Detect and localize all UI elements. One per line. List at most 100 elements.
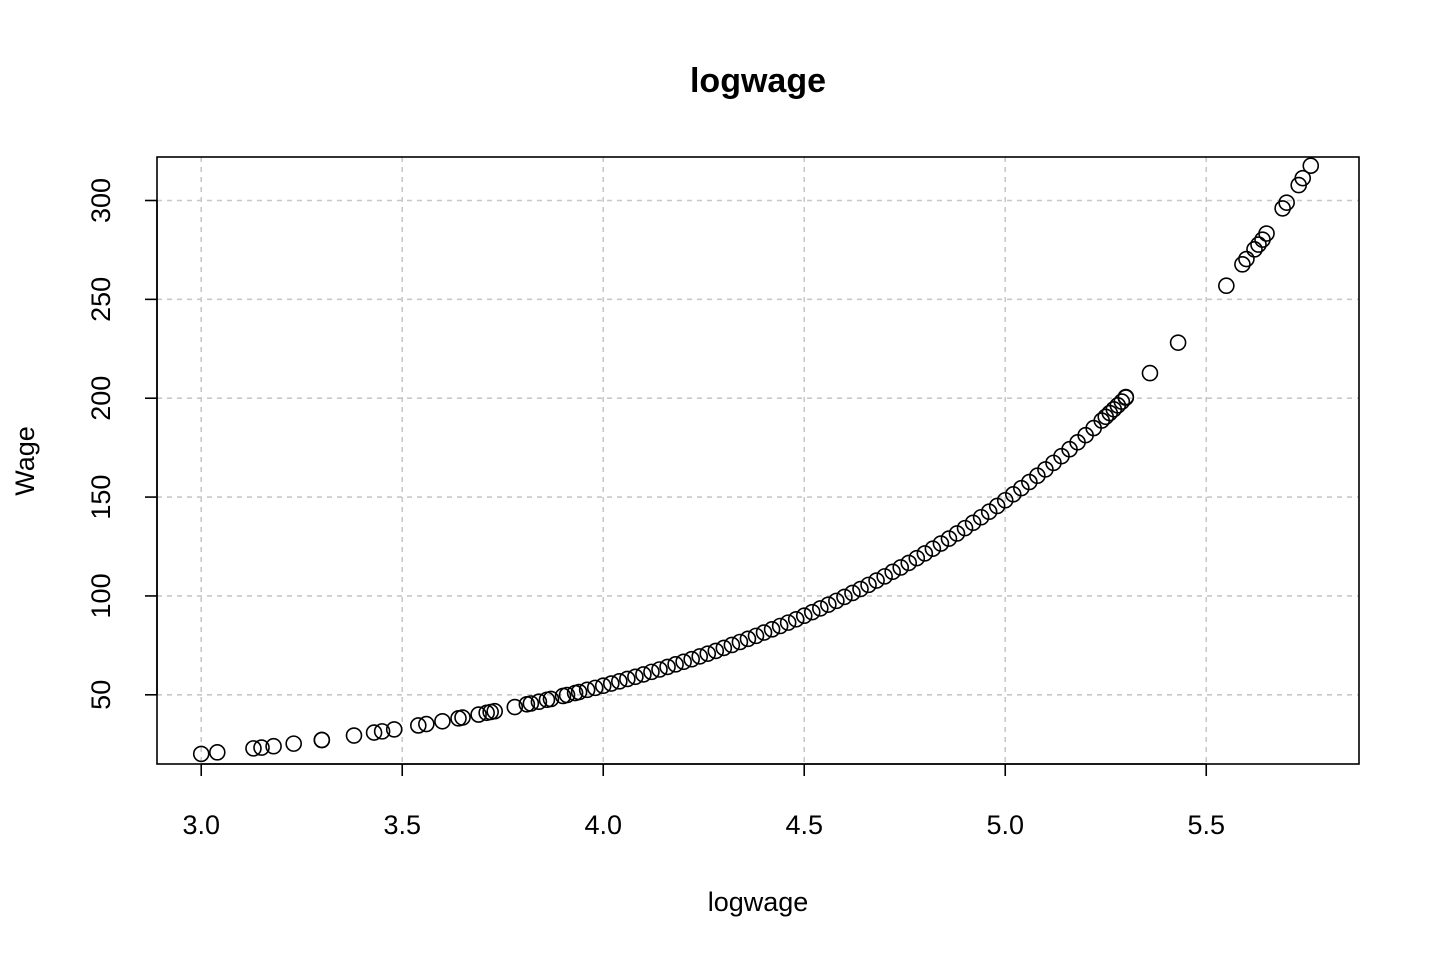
x-tick-label: 5.5 (1187, 810, 1225, 840)
data-point (795, 607, 813, 625)
data-point (651, 661, 668, 678)
data-point (410, 717, 427, 734)
x-axis: 3.0 3.5 4.0 4.5 5.0 5.5 (182, 763, 1225, 840)
data-point (1258, 225, 1275, 242)
data-point (828, 592, 845, 610)
data-point (723, 636, 741, 654)
data-point (1246, 241, 1263, 258)
data-point (900, 554, 918, 572)
data-point (699, 645, 717, 662)
data-point (956, 519, 974, 537)
y-tick-label: 100 (86, 573, 116, 618)
data-point (948, 525, 966, 542)
data-point (739, 630, 757, 648)
x-tick-label: 4.0 (584, 810, 622, 840)
data-point (852, 580, 869, 598)
data-point (924, 540, 942, 557)
data-point (868, 572, 885, 589)
data-point (779, 614, 797, 631)
x-axis-label: logwage (708, 887, 809, 917)
data-point (506, 698, 524, 716)
data-point (1278, 194, 1295, 211)
data-point (1302, 157, 1320, 174)
data-point (345, 727, 363, 744)
data-point (916, 545, 934, 562)
x-tick-label: 4.5 (785, 810, 823, 840)
data-point (285, 735, 302, 752)
data-point (860, 576, 877, 594)
data-point (313, 731, 331, 749)
data-point (787, 610, 805, 628)
data-point (530, 693, 548, 711)
x-tick-label: 3.5 (383, 810, 421, 840)
data-point (667, 656, 684, 673)
data-point (747, 627, 765, 645)
data-point (1294, 169, 1312, 187)
data-point (836, 588, 853, 606)
data-point (434, 712, 451, 730)
data-point (470, 706, 487, 723)
chart-title: logwage (690, 62, 826, 100)
data-point (683, 650, 700, 668)
data-point (418, 715, 435, 733)
data-point (486, 702, 503, 720)
data-point (627, 668, 644, 686)
data-point (820, 596, 837, 613)
data-point (594, 677, 612, 695)
data-point (1169, 334, 1187, 351)
data-points (192, 157, 1320, 763)
data-point (844, 584, 861, 602)
data-point (611, 673, 628, 690)
x-tick-label: 3.0 (182, 810, 220, 840)
data-point (1218, 277, 1235, 295)
y-tick-label: 300 (86, 178, 116, 223)
data-point (812, 600, 829, 617)
data-point (932, 535, 950, 552)
data-point (1250, 236, 1267, 253)
data-point (884, 563, 901, 581)
x-tick-label: 5.0 (986, 810, 1024, 840)
data-point (1117, 388, 1135, 406)
data-point (771, 617, 789, 635)
data-point (876, 568, 893, 585)
data-point (586, 679, 604, 697)
data-point (892, 559, 910, 576)
data-point (542, 690, 560, 708)
data-point (1234, 256, 1251, 273)
data-point (209, 744, 226, 761)
grid (157, 157, 1359, 764)
data-point (675, 653, 692, 671)
data-point (803, 603, 821, 621)
data-point (454, 709, 471, 726)
data-point (643, 663, 660, 681)
data-point (570, 683, 588, 701)
y-tick-label: 200 (86, 376, 116, 421)
data-point (1274, 200, 1291, 217)
y-axis: 50 100 150 200 250 300 (86, 178, 158, 710)
data-point (715, 639, 733, 657)
data-point (265, 737, 282, 755)
data-point (253, 739, 270, 756)
data-point (1113, 393, 1131, 410)
data-point (659, 658, 676, 676)
y-tick-label: 50 (86, 680, 116, 710)
data-point (619, 670, 636, 688)
data-point (1141, 364, 1159, 382)
data-point (373, 723, 391, 740)
data-point (365, 724, 383, 741)
data-point (940, 530, 958, 547)
data-point (602, 675, 620, 692)
data-point (635, 666, 652, 683)
data-point (192, 745, 210, 763)
data-point (731, 633, 749, 651)
y-axis-label: Wage (10, 426, 40, 496)
data-point (691, 648, 709, 665)
data-point (755, 624, 773, 641)
data-point (385, 721, 403, 738)
data-point (522, 695, 540, 712)
data-point (578, 681, 596, 699)
y-tick-label: 250 (86, 277, 116, 322)
data-point (908, 549, 926, 567)
data-point (245, 740, 262, 757)
